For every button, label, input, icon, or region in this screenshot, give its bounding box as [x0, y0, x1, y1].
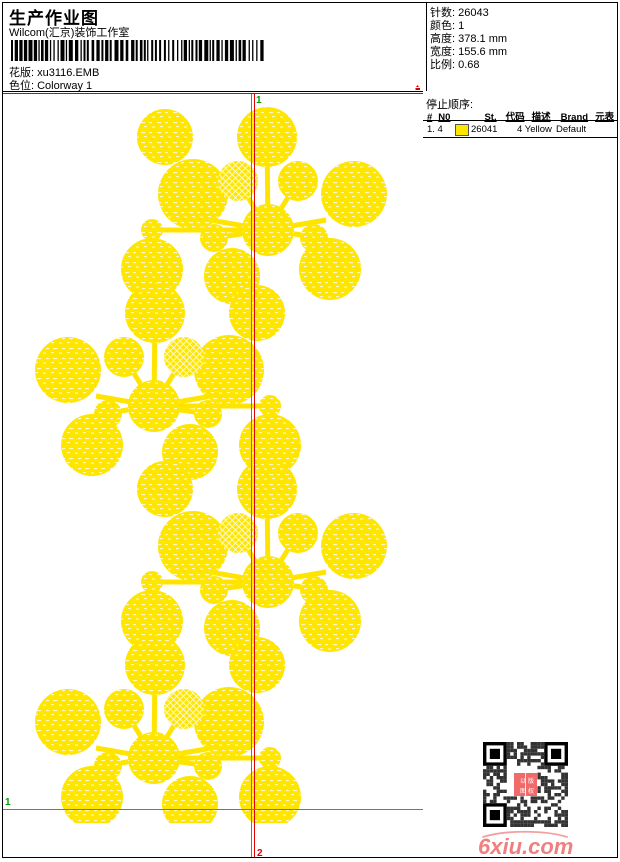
svg-text:版: 版: [528, 777, 534, 785]
svg-text:图: 图: [520, 788, 526, 795]
svg-text:以: 以: [520, 778, 526, 785]
svg-text:权: 权: [528, 787, 534, 795]
